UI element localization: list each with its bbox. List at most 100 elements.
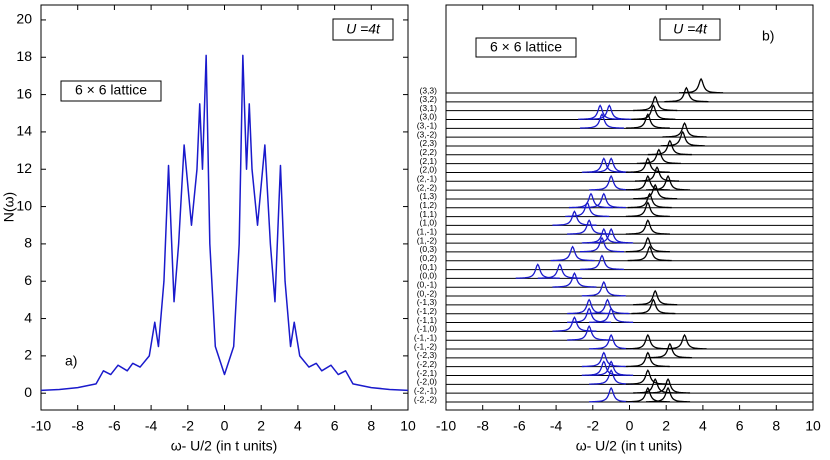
panel-label: a) bbox=[65, 353, 77, 369]
y-tick-label: 14 bbox=[16, 123, 32, 139]
x-tick-label: -2 bbox=[182, 418, 195, 434]
x-tick-label: -4 bbox=[550, 418, 563, 434]
peak bbox=[537, 263, 582, 279]
param-box-b bbox=[659, 18, 721, 41]
peak bbox=[567, 307, 612, 323]
x-tick-label: 0 bbox=[221, 418, 229, 434]
peak bbox=[625, 201, 670, 218]
x-tick-label: 4 bbox=[699, 418, 707, 434]
row-label: (-1,1) bbox=[417, 315, 437, 325]
peak bbox=[552, 210, 597, 226]
row-label: (1,3) bbox=[420, 191, 438, 201]
row-label: (-1,2) bbox=[417, 306, 437, 316]
x-tick-label: -8 bbox=[71, 418, 84, 434]
row-label: (1,0) bbox=[420, 218, 438, 228]
param-text: U =4t bbox=[346, 21, 381, 37]
x-tick-label: 10 bbox=[805, 418, 821, 434]
row-label: (3,-1) bbox=[417, 121, 437, 131]
row-label: (0,1) bbox=[420, 262, 438, 272]
x-tick-label: 0 bbox=[626, 418, 634, 434]
peak bbox=[587, 104, 632, 120]
peak bbox=[589, 386, 634, 403]
x-tick-label: 2 bbox=[662, 418, 670, 434]
peak bbox=[585, 298, 630, 315]
peak bbox=[625, 157, 670, 173]
x-tick-label: 8 bbox=[772, 418, 780, 434]
row-label: (3,0) bbox=[420, 112, 438, 122]
peak bbox=[625, 351, 670, 368]
row-label: (2,0) bbox=[420, 165, 438, 175]
peak bbox=[589, 369, 634, 385]
peak bbox=[634, 166, 680, 182]
row-label: (-2,3) bbox=[417, 350, 437, 360]
peak bbox=[625, 113, 670, 129]
peak bbox=[633, 289, 678, 306]
frame-a bbox=[40, 4, 409, 411]
y-tick-label: 8 bbox=[24, 235, 32, 251]
x-tick-label: 6 bbox=[331, 418, 339, 434]
peak bbox=[515, 263, 560, 279]
x-tick-label: 2 bbox=[257, 418, 265, 434]
panel-label: b) bbox=[762, 28, 774, 44]
peak bbox=[631, 104, 676, 120]
peak bbox=[550, 245, 595, 262]
x-tick-label: -6 bbox=[513, 418, 526, 434]
row-label: (2,-1) bbox=[417, 174, 437, 184]
peak bbox=[625, 333, 670, 350]
row-label: (0,-1) bbox=[417, 279, 437, 289]
peak bbox=[579, 254, 625, 271]
x-tick-label: -4 bbox=[145, 418, 158, 434]
x-tick-label: -10 bbox=[31, 418, 51, 434]
row-label: (-1,-2) bbox=[414, 341, 437, 351]
row-label: (2,2) bbox=[420, 147, 438, 157]
row-label: (2,3) bbox=[420, 138, 438, 148]
peak bbox=[589, 333, 634, 350]
peak bbox=[631, 298, 676, 315]
x-tick-label: 8 bbox=[367, 418, 375, 434]
peak bbox=[579, 113, 625, 129]
row-label: (3,-2) bbox=[417, 129, 437, 139]
row-label: (0,0) bbox=[420, 271, 438, 281]
peak bbox=[647, 342, 692, 359]
dos-line bbox=[40, 54, 409, 392]
peak bbox=[647, 139, 692, 156]
peak bbox=[633, 183, 678, 200]
peak bbox=[627, 192, 672, 209]
peak bbox=[646, 386, 691, 403]
y-tick-label: 20 bbox=[16, 11, 32, 27]
peak bbox=[552, 316, 597, 332]
lattice-box-b bbox=[475, 37, 577, 58]
row-label: (-1,-1) bbox=[414, 332, 437, 342]
y-axis-label: N(ω) bbox=[1, 192, 17, 222]
peak bbox=[567, 219, 612, 235]
y-tick-label: 16 bbox=[16, 85, 32, 101]
peak bbox=[625, 386, 670, 403]
x-axis-label: ω- U/2 (in t units) bbox=[171, 438, 278, 454]
row-label: (-1,3) bbox=[417, 297, 437, 307]
peak bbox=[662, 333, 707, 350]
row-label: (0,3) bbox=[420, 244, 438, 254]
peak bbox=[627, 245, 672, 262]
row-label: (0,-2) bbox=[417, 288, 437, 298]
peak bbox=[589, 307, 634, 323]
y-tick-label: 4 bbox=[24, 309, 32, 325]
peak bbox=[645, 377, 691, 394]
peak bbox=[565, 201, 610, 218]
x-tick-label: -8 bbox=[476, 418, 489, 434]
row-label: (-2,0) bbox=[417, 377, 437, 387]
x-axis-label: ω- U/2 (in t units) bbox=[576, 438, 683, 454]
peak bbox=[660, 130, 705, 147]
row-label: (-2,-2) bbox=[414, 394, 437, 404]
x-tick-label: 4 bbox=[294, 418, 302, 434]
peak bbox=[633, 95, 678, 112]
peak bbox=[679, 77, 724, 94]
x-tick-label: -2 bbox=[587, 418, 600, 434]
peak bbox=[568, 192, 614, 209]
peak bbox=[625, 369, 670, 385]
y-tick-label: 18 bbox=[16, 48, 32, 64]
row-label: (1,2) bbox=[420, 200, 438, 210]
x-tick-label: -6 bbox=[108, 418, 121, 434]
row-label: (0,2) bbox=[420, 253, 438, 263]
lattice-box-a bbox=[60, 80, 162, 102]
